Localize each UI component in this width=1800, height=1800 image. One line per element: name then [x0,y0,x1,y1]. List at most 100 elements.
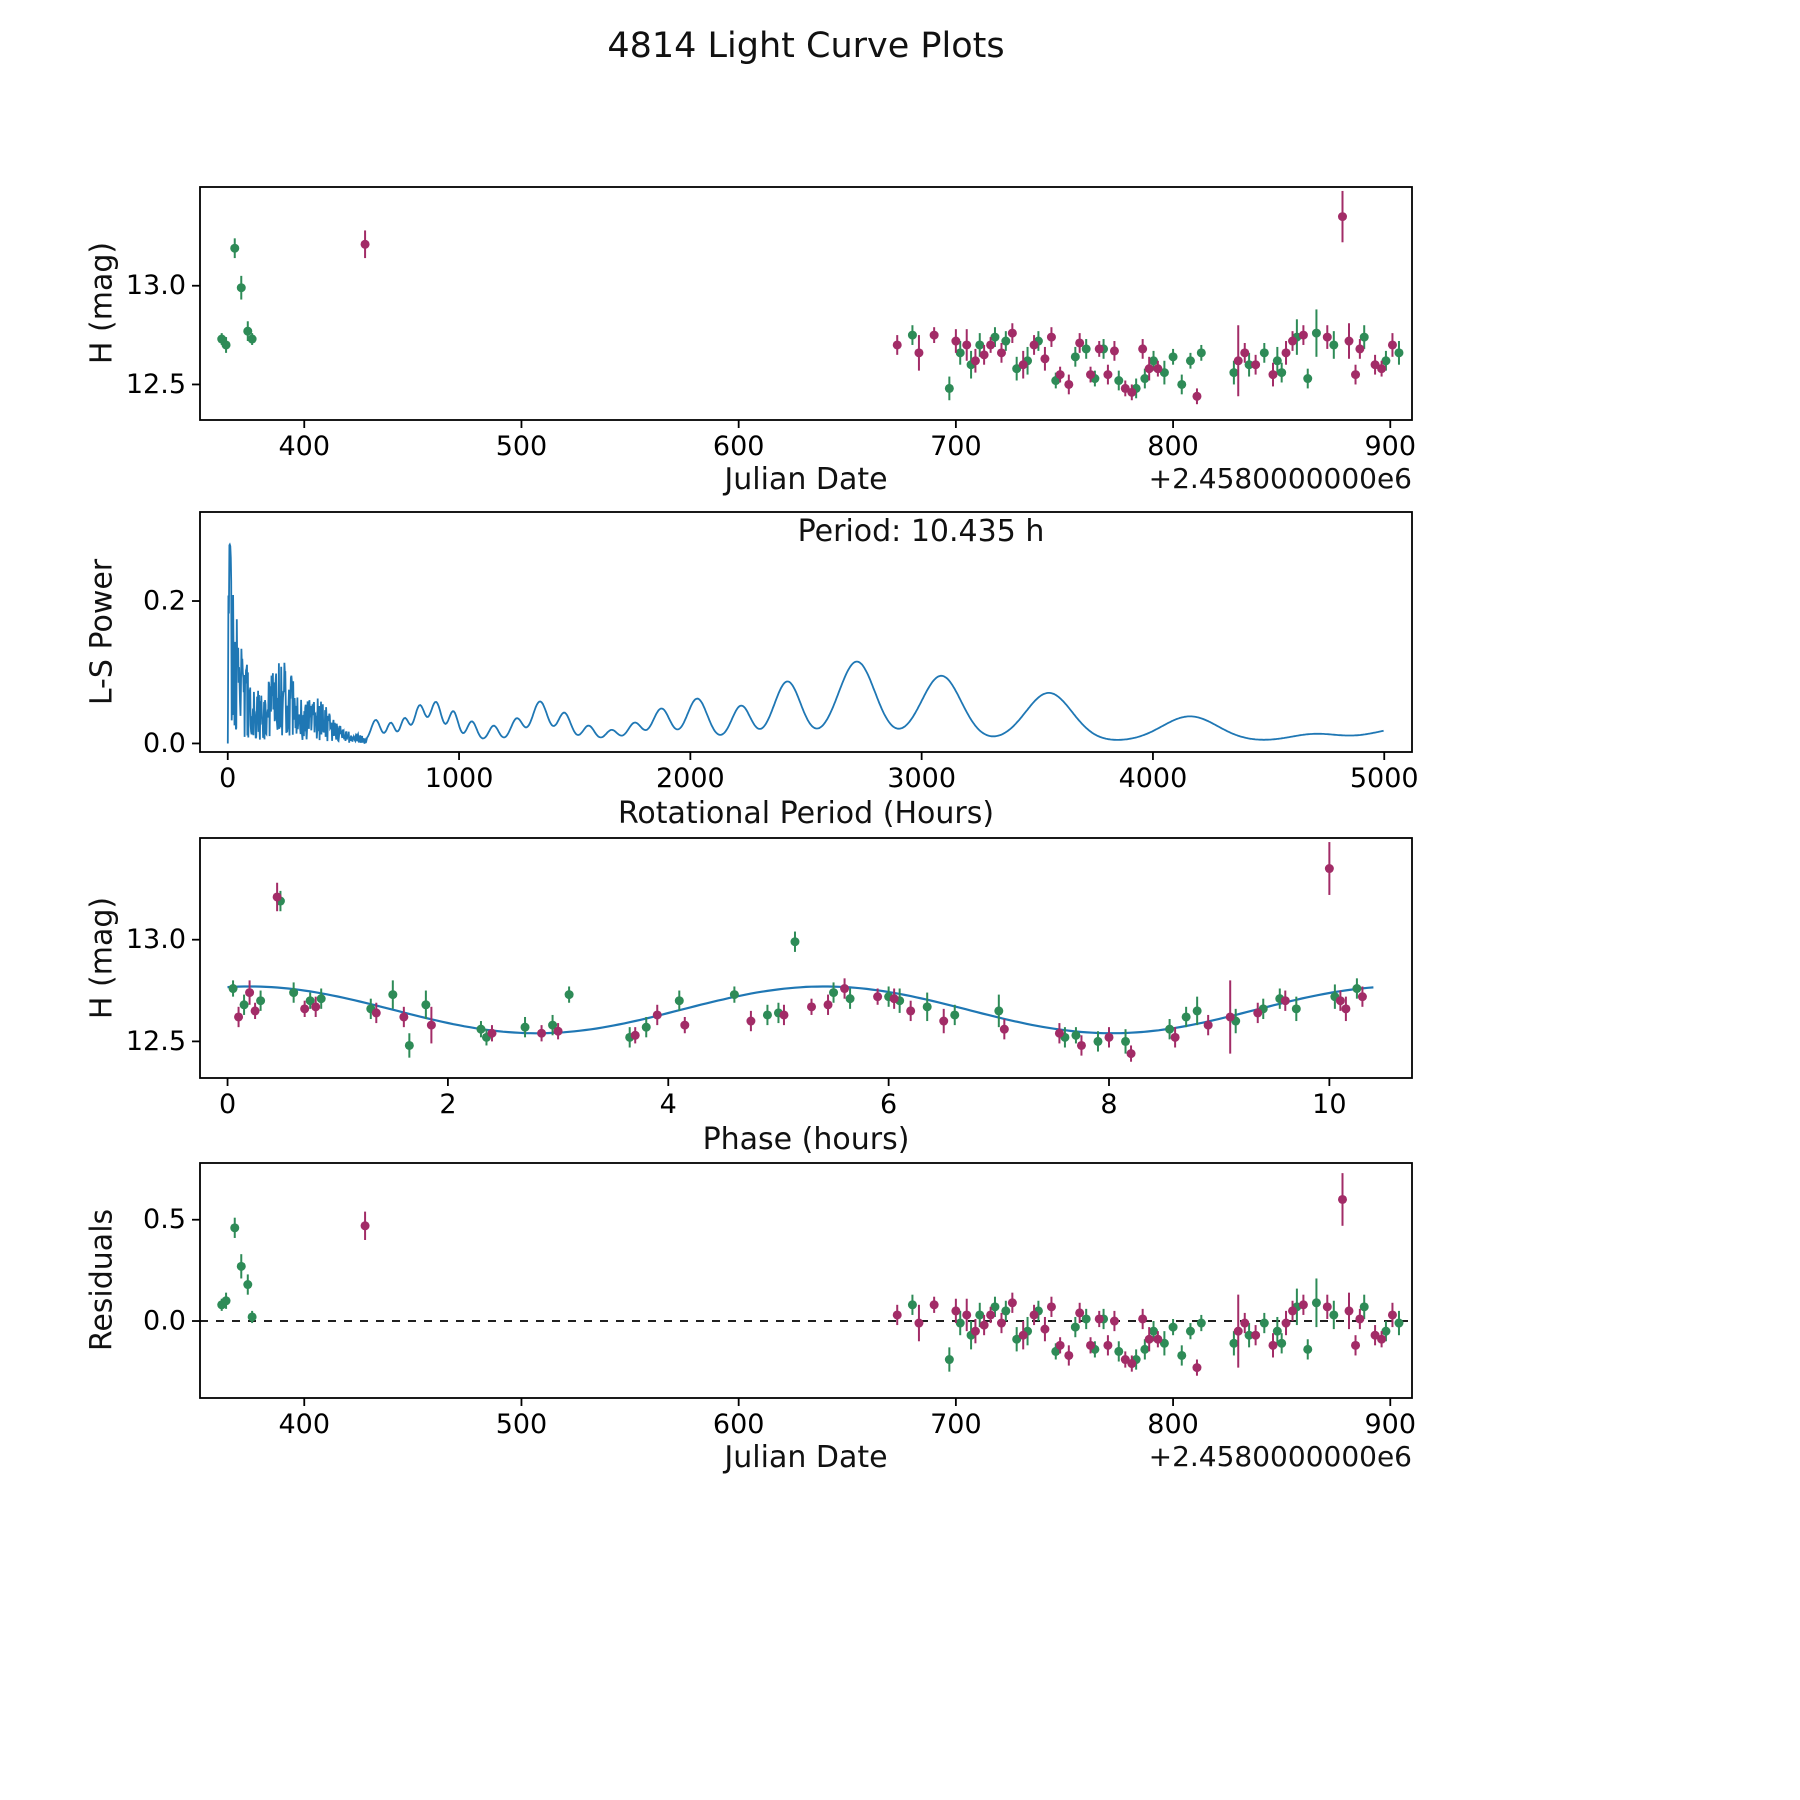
data-point [537,1028,547,1038]
data-point [1185,1326,1195,1336]
data-point [243,326,253,336]
data-point [944,1355,954,1365]
data-point [236,283,246,293]
data-point [892,1310,902,1320]
data-point [680,1020,690,1030]
data-point [1153,364,1163,374]
data-point [994,1006,1004,1016]
data-point [1370,1330,1380,1340]
x-tick-label: 2 [439,1089,456,1120]
data-point [236,1261,246,1271]
data-point [1138,1314,1148,1324]
data-point [1329,1310,1339,1320]
x-tick-label: 5000 [1350,763,1419,794]
data-point [1159,368,1169,378]
data-point [951,1306,961,1316]
data-point [929,1300,939,1310]
data-point [1351,370,1361,380]
data-point [520,1022,530,1032]
periodogram-curve [226,542,1384,745]
x-tick-label: 4000 [1119,763,1188,794]
data-point [1311,1298,1321,1308]
data-point [1355,1314,1365,1324]
data-point [979,1320,989,1330]
sinusoid-fit-curve [227,985,1374,1035]
data-point [1177,379,1187,389]
data-point [1233,1326,1243,1336]
data-point [1244,1330,1254,1340]
data-point [1357,992,1367,1002]
data-point [1288,1306,1298,1316]
lightcurve_jd-canvas: 400 500 600 700 800 900 12.5 13.0 [126,186,1416,462]
data-point [1159,1338,1169,1348]
data-point [1029,340,1039,350]
data-point [1071,1030,1081,1040]
data-point [1259,348,1269,358]
data-point [996,1318,1006,1328]
data-point [1109,346,1119,356]
y-tick-label: 12.5 [126,369,186,400]
x-tick-label: 0 [219,1089,236,1120]
data-point [1093,1036,1103,1046]
data-point [996,348,1006,358]
data-point [762,1010,772,1020]
data-point [907,330,917,340]
x-tick-label: 500 [496,431,548,462]
x-tick-label: 700 [930,431,982,462]
data-point [247,1312,257,1322]
data-point [487,1028,497,1038]
data-point [426,1020,436,1030]
series-crimson [360,1173,1397,1376]
data-point [1196,1318,1206,1328]
data-point [1240,1318,1250,1328]
data-point [939,1016,949,1026]
data-point [1127,1359,1137,1369]
data-point [1233,356,1243,366]
data-point [1094,1314,1104,1324]
x-axis-offset-text-2: +2.4580000000e6 [1148,1440,1412,1473]
data-point [1086,1340,1096,1350]
data-point [1377,1334,1387,1344]
data-point [1268,1340,1278,1350]
data-point [553,1026,563,1036]
plot-lightcurve-jd: 400 500 600 700 800 900 12.5 13.0 [126,186,1416,462]
data-point [1127,387,1137,397]
data-point [1007,1298,1017,1308]
data-point [1192,1363,1202,1373]
data-point [990,1302,1000,1312]
data-point [1288,336,1298,346]
x-tick-label: 400 [278,1409,330,1440]
data-point [1203,1020,1213,1030]
data-point [845,994,855,1004]
data-point [979,350,989,360]
x-tick-label: 3000 [887,763,956,794]
x-tick-label: 400 [278,431,330,462]
data-point [1277,368,1287,378]
data-point [272,892,282,902]
data-point [990,332,1000,342]
data-point [986,340,996,350]
data-point [674,996,684,1006]
data-point [906,1006,916,1016]
data-point [228,984,238,994]
data-point [1120,1355,1130,1365]
y-axis-label-h-mag-2: H (mag) [84,896,120,1020]
data-point [1070,352,1080,362]
data-point [476,1024,486,1034]
data-point [1311,328,1321,338]
data-point [243,1280,253,1290]
data-point [1298,330,1308,340]
axes-frame [199,837,1413,1079]
y-axis-label-residuals: Residuals [84,1208,120,1352]
data-point [1126,1049,1136,1059]
data-point [221,340,231,350]
data-point [305,996,315,1006]
data-point [1040,1324,1050,1334]
y-tick-label: 13.0 [126,270,186,301]
x-tick-label: 1000 [425,763,494,794]
data-point [1322,1302,1332,1312]
y-tick-label: 0.5 [143,1204,186,1235]
data-point [1277,1338,1287,1348]
data-point [1280,996,1290,1006]
data-point [1076,1040,1086,1050]
